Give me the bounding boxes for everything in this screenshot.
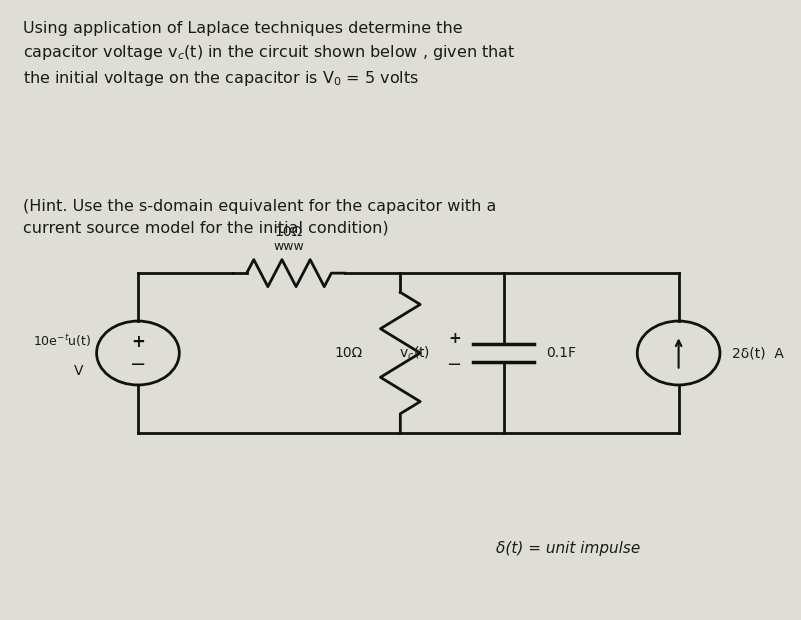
Text: δ(t) = unit impulse: δ(t) = unit impulse (496, 541, 640, 556)
Text: (Hint. Use the s-domain equivalent for the capacitor with a
current source model: (Hint. Use the s-domain equivalent for t… (22, 200, 496, 236)
Text: V: V (74, 365, 83, 378)
Text: 2δ(t)  A: 2δ(t) A (732, 346, 783, 360)
Text: +: + (449, 330, 461, 346)
Text: 10Ω: 10Ω (335, 346, 363, 360)
Text: −: − (130, 355, 146, 374)
Text: www: www (274, 240, 304, 253)
Text: +: + (131, 333, 145, 351)
Text: v$_c$(t): v$_c$(t) (399, 344, 430, 361)
Text: Using application of Laplace techniques determine the
capacitor voltage v$_c$(t): Using application of Laplace techniques … (22, 21, 515, 88)
Text: 10Ω: 10Ω (275, 225, 303, 239)
Text: 10e$^{-t}$u(t): 10e$^{-t}$u(t) (33, 332, 91, 349)
Text: −: − (446, 356, 461, 374)
Text: 0.1F: 0.1F (545, 346, 576, 360)
